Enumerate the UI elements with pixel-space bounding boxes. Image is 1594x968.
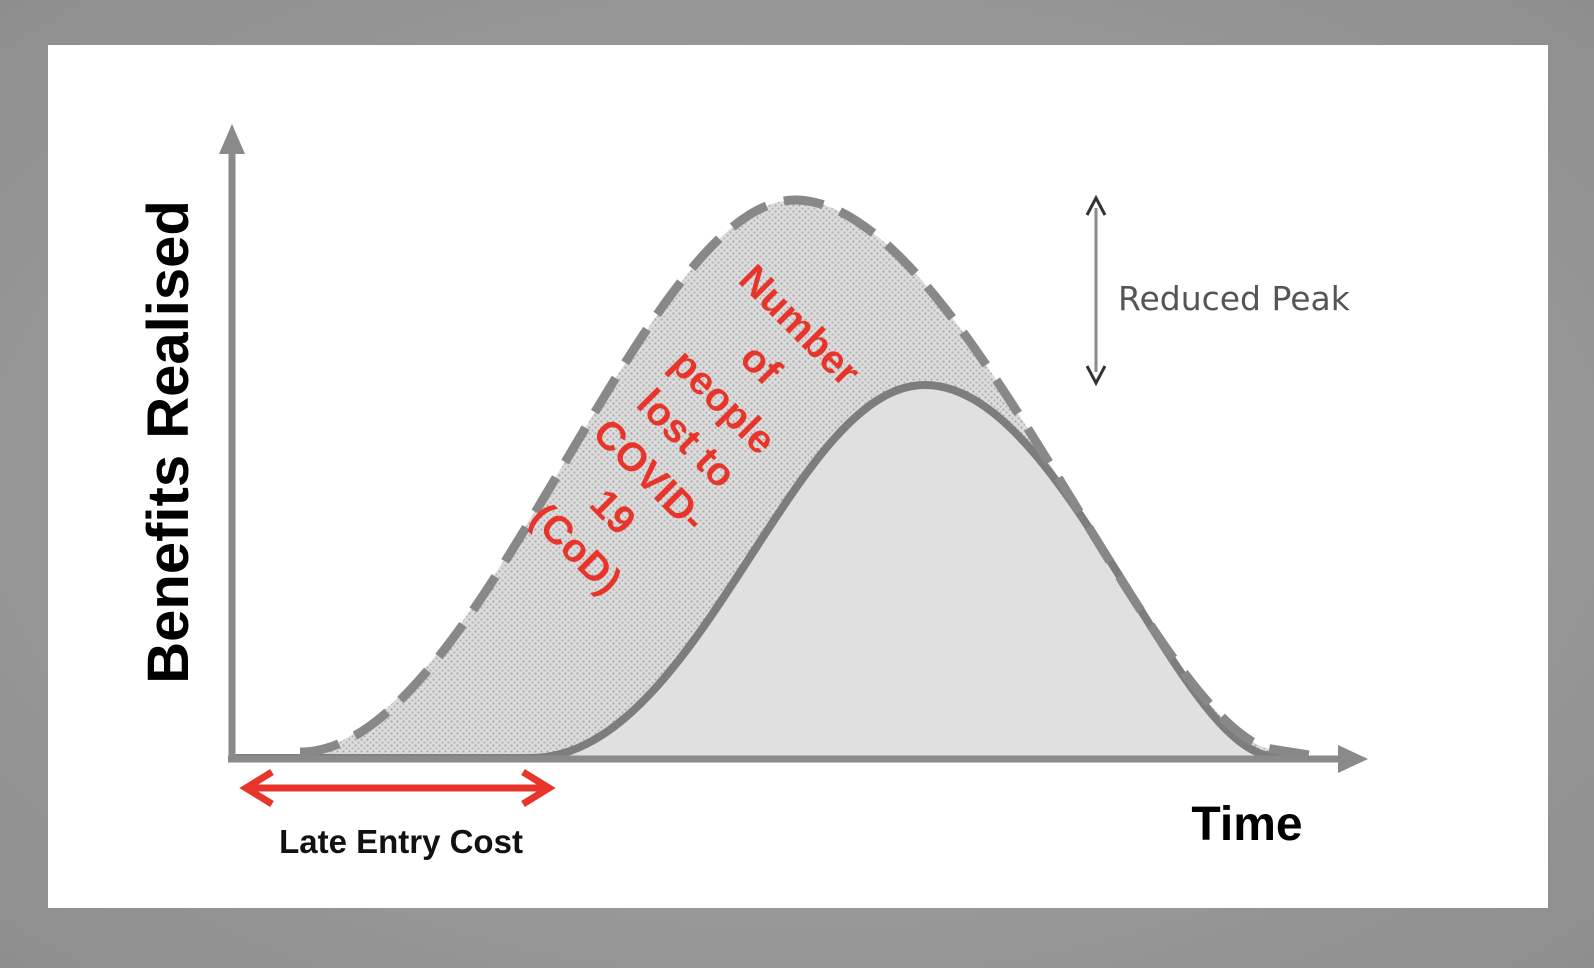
late-entry-curve-area: [530, 385, 1265, 758]
ideal-dashed-curve: [299, 195, 1316, 761]
reduced-peak-label: Reduced Peak: [1118, 279, 1351, 318]
y-axis-arrowhead: [219, 124, 245, 154]
late-entry-cost-label: Late Entry Cost: [279, 823, 523, 860]
reduced-peak-arrow: [1085, 194, 1107, 387]
x-axis-arrowhead: [1338, 745, 1368, 773]
late-entry-curve: [228, 380, 1304, 762]
x-axis-label: Time: [1191, 798, 1302, 851]
late-entry-cost-arrow: [239, 769, 556, 807]
y-axis-label: Benefits Realised: [136, 200, 201, 684]
